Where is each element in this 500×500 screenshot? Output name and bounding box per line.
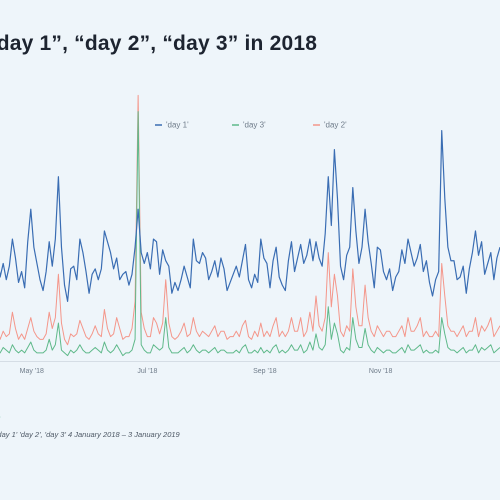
source-mark: s xyxy=(0,408,1,422)
series-layer xyxy=(0,94,500,357)
legend-label[interactable]: 'day 2' xyxy=(324,121,347,130)
chart-legend: 'day 1' 'day 3' 'day 2' xyxy=(155,121,347,130)
legend-label[interactable]: 'day 1' xyxy=(166,121,189,130)
chart-caption: 'day 1' 'day 2', 'day 3' 4 January 2018 … xyxy=(0,430,180,439)
legend-label[interactable]: 'day 3' xyxy=(243,121,266,130)
x-tick-label: Jul '18 xyxy=(137,368,157,375)
series-line-2 xyxy=(0,111,500,357)
series-line-3 xyxy=(0,94,500,346)
series-line-1 xyxy=(0,130,500,302)
chart-title: “day 1”, “day 2”, “day 3” in 2018 xyxy=(0,32,318,55)
x-tick-label: May '18 xyxy=(20,368,44,375)
x-tick-label: Nov '18 xyxy=(369,368,393,375)
x-tick-label: Sep '18 xyxy=(253,368,277,375)
